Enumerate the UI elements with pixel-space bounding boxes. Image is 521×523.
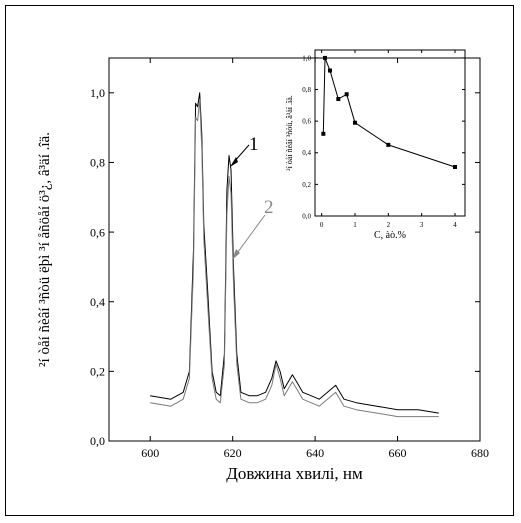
inset-y-tick-label: 0,4 — [302, 149, 311, 157]
inset-y-tick-label: 0,0 — [302, 212, 311, 220]
main-y-tick-label: 0,4 — [90, 295, 105, 309]
inset-y-tick-label: 0,2 — [302, 181, 311, 189]
annotation-arrow-2 — [234, 214, 266, 257]
main-x-tick-label: 640 — [306, 446, 324, 460]
main-annotations: 1 2 — [230, 134, 274, 260]
inset-data-point — [453, 164, 457, 169]
inset-x-tick-label: 4 — [453, 221, 457, 229]
main-x-tick-label: 600 — [141, 446, 159, 460]
inset-x-ticks: 0 1 2 3 4 — [320, 50, 457, 229]
inset-x-tick-label: 1 — [353, 221, 357, 229]
main-plot-frame — [108, 57, 481, 442]
main-x-tick-label: 680 — [471, 446, 489, 460]
inset-series-line-1 — [322, 57, 456, 168]
main-y-tick-label: 0,6 — [90, 225, 105, 239]
inset-data-point — [328, 68, 332, 73]
inset-x-tick-label: 3 — [420, 221, 424, 229]
inset-data-point — [386, 142, 391, 147]
main-x-tick-label: 620 — [224, 446, 242, 460]
main-x-ticks: 600 620 640 660 680 — [141, 58, 489, 460]
inset-y-ticks: 0,0 0,2 0,4 0,6 0,8 1,0 — [302, 54, 465, 220]
annotation-label-2: 2 — [264, 197, 274, 218]
inset-axes: 0 1 2 3 4 0,0 0,2 0,4 0,6 0,8 1,0 C, àò.% ²í òåí … — [285, 49, 466, 241]
main-y-tick-label: 0,0 — [90, 434, 105, 448]
main-y-axis-label: ²í òåí ñèâí ³ñòü ëþì ³í åñöåí ö³¿, â³äí … — [37, 132, 53, 367]
main-x-tick-label: 660 — [389, 446, 407, 460]
inset-data-point — [353, 120, 357, 125]
annotation-arrowhead-1 — [230, 157, 238, 167]
annotation-arrowhead-2 — [232, 249, 240, 260]
inset-y-tick-label: 0,8 — [302, 86, 311, 94]
figure-border — [5, 5, 514, 516]
inset-data-point — [336, 97, 341, 102]
inset-y-axis-label: ²í òåí ñèâí ³ñòü, â³äí .îä. — [285, 95, 294, 171]
main-series-group — [150, 92, 439, 418]
main-y-tick-label: 1,0 — [90, 86, 105, 100]
inset-x-tick-label: 2 — [387, 221, 391, 229]
inset-series-group — [321, 55, 457, 169]
inset-data-point — [323, 55, 327, 60]
annotation-label-1: 1 — [249, 134, 259, 155]
inset-y-tick-label: 1,0 — [302, 54, 311, 62]
inset-y-tick-label: 0,6 — [302, 118, 311, 126]
inset-plot-frame — [314, 49, 466, 217]
main-y-tick-label: 0,2 — [90, 365, 105, 379]
main-y-ticks: 0,0 0,2 0,4 0,6 0,8 1,0 — [90, 86, 480, 448]
main-x-axis-label: Довжина хвилі, нм — [226, 464, 363, 483]
inset-x-tick-label: 0 — [320, 221, 324, 229]
main-series-line-2 — [150, 99, 439, 418]
main-axes: 600 620 640 660 680 0,0 0,2 0,4 0,6 0,8 1,0 Довжи… — [37, 57, 489, 483]
inset-x-axis-label: C, àò.% — [374, 230, 406, 241]
main-series-line-1 — [150, 92, 439, 414]
main-y-tick-label: 0,8 — [90, 156, 105, 170]
inset-data-point — [344, 92, 349, 97]
inset-data-point — [321, 131, 326, 136]
